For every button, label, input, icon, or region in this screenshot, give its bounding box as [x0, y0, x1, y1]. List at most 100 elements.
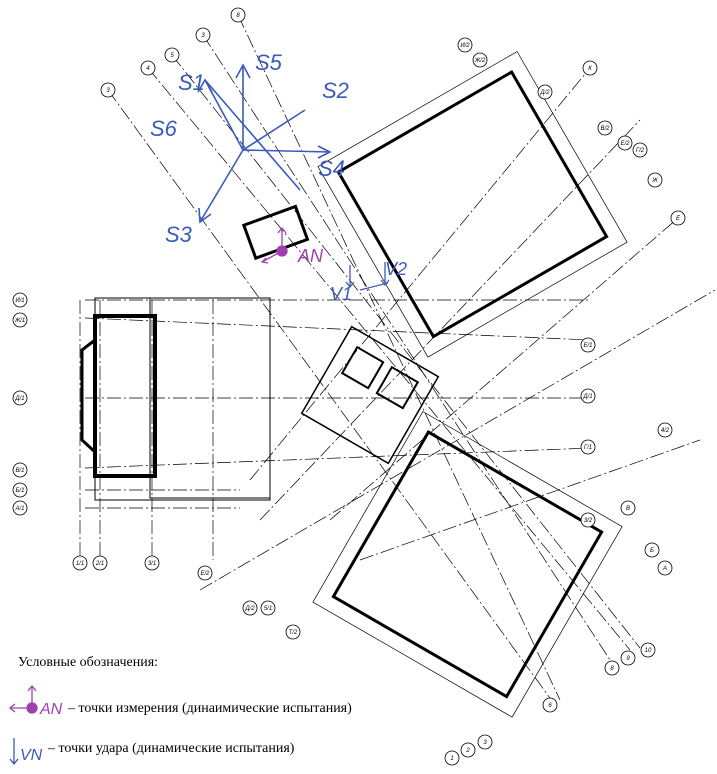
axis-circle: [542, 697, 558, 713]
grid-line: [84, 447, 591, 469]
grid-line: [329, 217, 679, 521]
axis-circle: [617, 135, 633, 151]
axis-label: Ж/2: [474, 58, 486, 64]
grid-line: [359, 439, 701, 561]
axis-circle: [195, 27, 211, 43]
axis-label: В/2: [600, 126, 610, 132]
axis-label: 8: [610, 666, 614, 672]
axis-label: И/1: [15, 298, 24, 304]
impact-label: V1: [330, 284, 352, 304]
axis-circle: [657, 560, 673, 576]
axis-circle: [260, 600, 276, 616]
legend-title: Условные обозначения:: [18, 655, 158, 670]
rose-label: S1: [178, 70, 205, 95]
axis-circle: [12, 390, 28, 406]
grid-line: [237, 14, 561, 701]
axis-label: 3/2: [584, 518, 593, 524]
axis-circle: [72, 555, 88, 571]
axis-circle: [604, 660, 620, 676]
axis-label: А: [662, 566, 667, 572]
rose-label: S5: [255, 50, 283, 75]
axis-label: 4: [146, 66, 150, 72]
legend-measure-symbol: [8, 684, 38, 714]
axis-circle: [12, 482, 28, 498]
legend-symbol: AN: [39, 701, 63, 718]
grid-line: [107, 89, 556, 706]
axis-label: Д/2: [539, 90, 550, 96]
axis-circle: [242, 600, 258, 616]
rose-label: S4: [318, 156, 345, 181]
axis-label: Ж/1: [14, 318, 26, 324]
axis-label: Г/2: [636, 148, 645, 154]
axis-label: 2: [465, 748, 470, 754]
axis-label: 3: [106, 88, 110, 94]
axis-circle: [472, 52, 488, 68]
grid-lines: [79, 14, 716, 706]
axis-label: 5: [170, 53, 174, 59]
axis-circle: [640, 642, 656, 658]
axis-circle: [477, 734, 493, 750]
axis-circle: [92, 555, 108, 571]
axis-label: 2/1: [95, 561, 104, 567]
axis-label: Д/1: [14, 396, 24, 402]
axis-label: Ж: [651, 178, 658, 184]
rose-label: S2: [322, 78, 349, 103]
axis-label: 1/1: [76, 561, 84, 567]
axis-label: 3/1: [148, 561, 156, 567]
axis-circle: [597, 120, 613, 136]
axis-circle: [197, 565, 213, 581]
axis-label: Б/1: [16, 488, 25, 494]
wind-rose: [197, 63, 332, 224]
axis-label: 1: [450, 756, 453, 762]
axis-label: 3: [201, 33, 205, 39]
legend-text: – точки удара (динамические испытания): [47, 741, 295, 756]
axis-circle: [460, 742, 476, 758]
axis-circle: [580, 388, 596, 404]
axis-label: 6: [548, 703, 552, 709]
grid-line: [249, 67, 591, 481]
axis-circle: [632, 142, 648, 158]
axis-circle: [12, 312, 28, 328]
axis-label: Е/2: [200, 571, 210, 577]
measure-label: AN: [297, 246, 324, 266]
impact-points: [345, 262, 390, 291]
axis-circle: [620, 650, 636, 666]
legend-symbol: VN: [20, 747, 43, 764]
grid-line: [199, 289, 716, 591]
axis-label: 9: [626, 656, 630, 662]
axis-label: 5/1: [264, 606, 272, 612]
axis-circle: [164, 47, 180, 63]
axis-label: 4/2: [661, 428, 670, 434]
grid-line: [84, 317, 591, 341]
axis-circle: [580, 337, 596, 353]
axis-label: В: [626, 506, 630, 512]
axis-label: Д/2: [244, 606, 255, 612]
grid-line: [202, 34, 611, 661]
axis-label: Б: [650, 548, 654, 554]
axis-circle: [582, 60, 598, 76]
axis-circle: [140, 60, 156, 76]
axis-label: Е/2: [620, 141, 630, 147]
grid-line: [259, 119, 641, 521]
axis-label: К: [588, 66, 592, 72]
impact-label: V2: [385, 259, 407, 279]
axis-label: Т/2: [289, 630, 298, 636]
axis-circle: [230, 7, 246, 23]
measure-point: [260, 226, 288, 264]
axis-circle: [285, 624, 301, 640]
axis-label: И/2: [460, 43, 470, 49]
axis-label: Д/1: [582, 394, 592, 400]
axis-label: 10: [645, 648, 652, 654]
rose-label: S6: [150, 116, 178, 141]
axis-circle: [670, 210, 686, 226]
axis-label: 3: [483, 740, 487, 746]
grid-line: [171, 54, 641, 649]
axis-label: А/1: [14, 506, 24, 512]
axis-label: Е: [676, 216, 681, 222]
axis-circle: [12, 500, 28, 516]
axis-circle: [620, 500, 636, 516]
axis-label: Е/1: [583, 343, 592, 349]
floor-plan: [80, 51, 628, 718]
axis-label: Г/1: [584, 445, 592, 451]
